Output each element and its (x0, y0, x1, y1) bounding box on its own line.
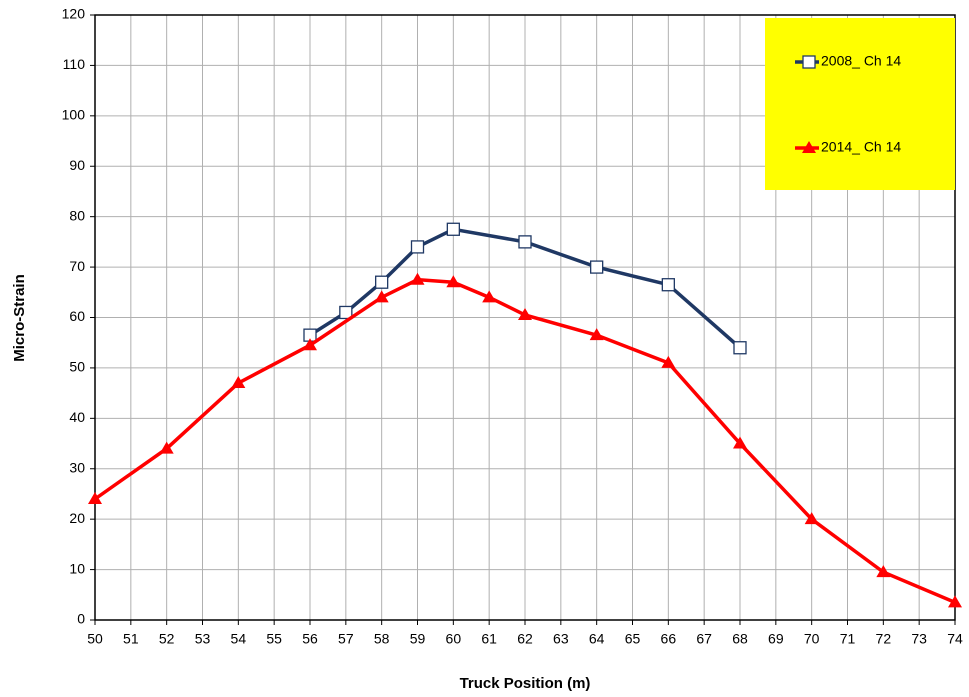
y-tick-label: 30 (69, 459, 85, 475)
x-tick-label: 64 (589, 631, 605, 647)
marker (88, 492, 102, 504)
x-tick-label: 50 (87, 631, 103, 647)
marker (661, 355, 676, 368)
y-tick-label: 70 (69, 258, 85, 274)
y-tick-label: 80 (69, 207, 85, 223)
x-tick-label: 73 (911, 631, 927, 647)
x-tick-label: 59 (410, 631, 426, 647)
x-tick-label: 65 (625, 631, 641, 647)
x-tick-label: 60 (446, 631, 462, 647)
marker (339, 305, 353, 320)
marker (804, 512, 819, 525)
marker (876, 565, 891, 578)
marker (733, 436, 747, 449)
x-tick-label: 70 (804, 631, 820, 647)
x-tick-label: 57 (338, 631, 354, 647)
legend-marker (802, 55, 816, 69)
x-tick-label: 52 (159, 631, 175, 647)
x-axis-label: Truck Position (m) (460, 675, 591, 692)
x-tick-label: 72 (876, 631, 892, 647)
marker (410, 272, 425, 285)
y-tick-label: 100 (62, 107, 86, 123)
x-tick-label: 53 (195, 631, 211, 647)
x-tick-label: 71 (840, 631, 856, 647)
marker (231, 376, 246, 389)
x-tick-label: 66 (661, 631, 677, 647)
x-tick-label: 51 (123, 631, 139, 647)
x-tick-label: 55 (266, 631, 282, 647)
marker (661, 278, 675, 292)
marker (482, 290, 497, 303)
marker (303, 338, 317, 351)
marker (948, 595, 962, 608)
marker (410, 240, 425, 254)
x-tick-label: 58 (374, 631, 390, 647)
x-tick-label: 63 (553, 631, 569, 647)
y-tick-label: 50 (69, 359, 85, 375)
marker (589, 328, 604, 341)
x-tick-label: 74 (947, 631, 963, 647)
y-tick-label: 120 (62, 6, 86, 22)
y-tick-label: 40 (69, 409, 85, 425)
legend-label: 2014_ Ch 14 (821, 139, 901, 155)
x-tick-label: 68 (732, 631, 748, 647)
x-tick-label: 67 (696, 631, 712, 647)
y-tick-label: 10 (69, 560, 85, 576)
marker (590, 260, 604, 274)
x-tick-label: 54 (231, 631, 247, 647)
marker (374, 290, 389, 303)
marker (518, 235, 532, 249)
legend-label: 2008_ Ch 14 (821, 53, 901, 69)
x-tick-label: 56 (302, 631, 318, 647)
legend-box (765, 18, 955, 190)
legend-marker (802, 141, 816, 153)
y-tick-label: 60 (69, 308, 85, 324)
plot-frame (94, 14, 956, 621)
marker (518, 307, 532, 320)
marker (733, 341, 747, 355)
y-tick-label: 90 (69, 157, 85, 173)
marker (159, 441, 174, 454)
y-tick-label: 0 (77, 611, 85, 627)
x-tick-label: 62 (517, 631, 533, 647)
marker (446, 222, 460, 236)
x-tick-label: 61 (481, 631, 497, 647)
y-tick-label: 20 (69, 510, 85, 526)
x-tick-label: 69 (768, 631, 784, 647)
marker (446, 275, 461, 288)
y-tick-label: 110 (63, 56, 86, 72)
y-axis-label: Micro-Strain (11, 274, 28, 362)
marker (375, 275, 389, 289)
